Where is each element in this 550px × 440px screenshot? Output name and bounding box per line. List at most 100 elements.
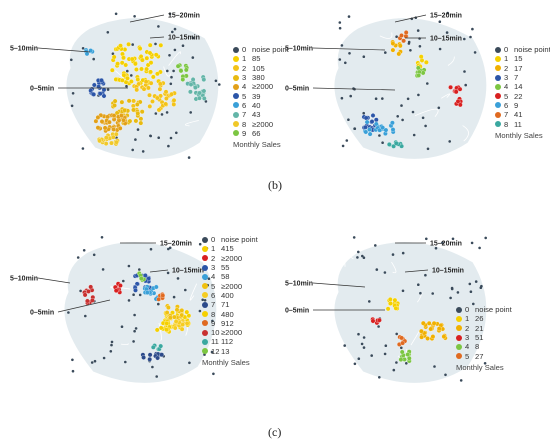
legend-swatch (495, 55, 501, 62)
cluster-5-point (167, 315, 173, 321)
legend-swatch (495, 46, 501, 53)
cluster-1-point (121, 72, 127, 78)
noise-point (459, 379, 463, 382)
noise-point (106, 31, 110, 34)
cluster-2-point (419, 334, 424, 340)
noise-point (141, 150, 145, 153)
cluster-6-point (364, 119, 370, 125)
legend-item: 4 58 (202, 272, 258, 281)
legend-code: 12 (211, 346, 220, 356)
legend-value: 112 (221, 337, 234, 347)
noise-point (170, 75, 173, 79)
legend-swatch (495, 121, 501, 128)
legend-2: 0 noise point 1 415 2 ≥2000 3 55 4 58 5 ≥2000 6 400 7 7… (202, 235, 258, 367)
cluster-1-point (186, 313, 192, 319)
cluster-10-point (88, 284, 94, 290)
legend-value: 27 (475, 351, 484, 361)
legend-value: 15 (514, 54, 523, 64)
noise-point (338, 58, 342, 61)
noise-point (122, 279, 125, 283)
cluster-2-point (113, 288, 119, 293)
legend-code: 1 (504, 54, 509, 64)
cluster-2-point (131, 98, 136, 104)
cluster-8-point (164, 321, 170, 326)
noise-point (81, 47, 85, 50)
ring-label: 15–20min (168, 13, 200, 20)
legend-value: 21 (475, 323, 484, 333)
noise-point (151, 365, 154, 369)
legend-code: 0 (465, 305, 470, 315)
cluster-7-point (403, 30, 409, 35)
noise-point (468, 282, 472, 286)
noise-point (425, 237, 428, 241)
legend-value: 400 (221, 290, 234, 300)
cluster-5-point (453, 89, 459, 95)
ring-label: 10–15min (168, 35, 200, 42)
cluster-8-point (158, 325, 164, 331)
noise-point (349, 94, 353, 98)
figure-label-c: (c) (268, 425, 282, 439)
noise-point (446, 11, 450, 15)
cluster-11-point (158, 343, 164, 349)
ring-label: 5–10min (10, 46, 38, 53)
noise-point (171, 30, 174, 34)
legend-swatch (456, 325, 462, 332)
cluster-5-point (97, 91, 103, 97)
cluster-7-point (399, 33, 404, 38)
cluster-9-point (160, 293, 166, 298)
noise-point (353, 127, 356, 130)
cluster-2-point (163, 89, 169, 95)
ring-leader-line (312, 87, 396, 91)
noise-point (463, 70, 466, 73)
noise-point (132, 293, 135, 297)
legend-swatch (495, 74, 501, 81)
noise-point (198, 309, 202, 313)
cluster-4-point (420, 70, 426, 76)
noise-point (109, 350, 113, 353)
cluster-4-point (398, 357, 404, 362)
legend-code: 5 (242, 91, 247, 101)
noise-point (456, 291, 460, 294)
ring-leader-line (37, 277, 71, 284)
cluster-2-point (428, 326, 434, 332)
noise-point (212, 372, 215, 376)
ring-leader-line (404, 269, 429, 273)
noise-point (160, 113, 164, 116)
noise-point (126, 69, 129, 73)
noise-point (82, 249, 86, 252)
map-panel-3: 15–20min 10–15min 5–10min 0–5min (285, 236, 488, 384)
ring-label: 10–15min (172, 268, 204, 275)
noise-point (347, 15, 351, 18)
noise-point (417, 283, 420, 287)
district-line (110, 286, 131, 290)
noise-point (378, 376, 381, 379)
cluster-8-point (110, 134, 116, 140)
legend-swatch (202, 273, 208, 280)
cluster-3-point (131, 107, 136, 113)
noise-point (424, 273, 427, 277)
noise-point (172, 295, 176, 299)
legend-item: 11 112 (202, 337, 258, 346)
legend-item: 3 55 (202, 263, 258, 272)
noise-point (362, 336, 366, 339)
legend-item: 7 71 (202, 300, 258, 309)
noise-point (433, 365, 436, 368)
noise-point (168, 12, 172, 16)
cluster-7-point (197, 95, 202, 101)
noise-point (211, 319, 214, 323)
cluster-1-point (120, 77, 125, 83)
noise-point (114, 12, 118, 16)
legend-swatch (202, 311, 208, 318)
legend-code: 3 (504, 73, 509, 83)
noise-point (70, 58, 73, 62)
legend-value: 9 (514, 100, 519, 110)
ring-label: 0–5min (285, 308, 309, 315)
noise-point (400, 346, 403, 350)
legend-swatch (456, 353, 462, 360)
noise-point (157, 302, 160, 306)
cluster-6-point (380, 125, 386, 131)
ring-leader-line (312, 47, 386, 51)
cluster-12-point (138, 276, 144, 281)
